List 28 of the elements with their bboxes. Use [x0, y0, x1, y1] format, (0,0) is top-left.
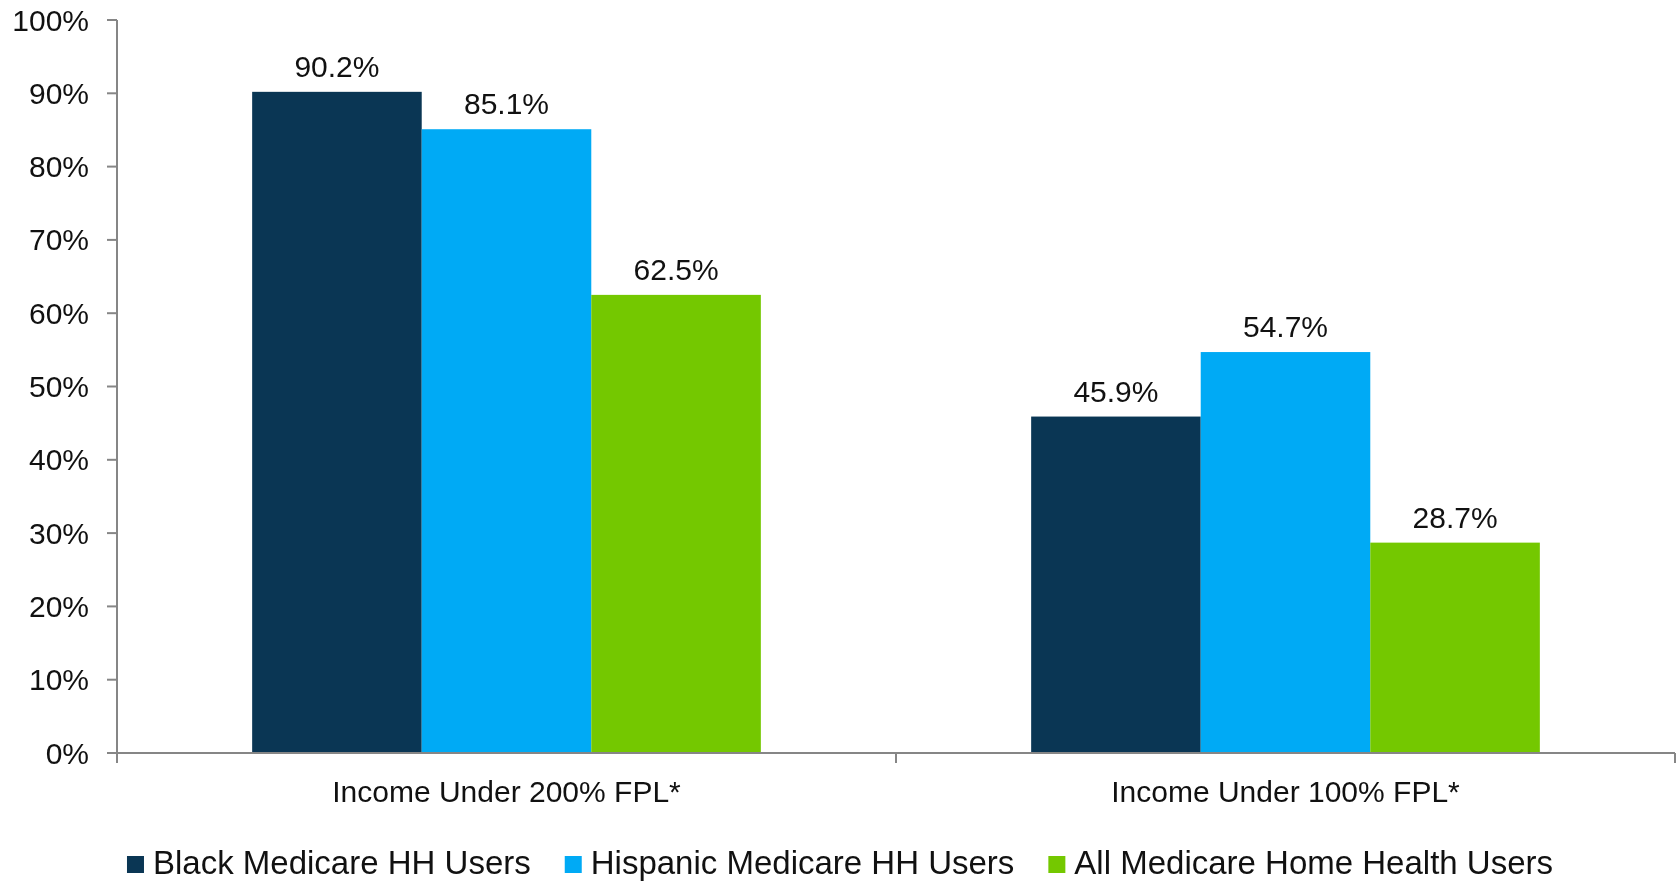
legend-label: Black Medicare HH Users — [152, 844, 531, 881]
x-tick-label: Income Under 100% FPL* — [1111, 775, 1461, 808]
y-tick-label: 80% — [28, 150, 89, 184]
y-tick-label: 50% — [28, 370, 89, 403]
data-label: 62.5% — [633, 252, 719, 286]
y-tick-label: 70% — [28, 223, 89, 257]
y-tick-label: 60% — [28, 296, 89, 330]
data-label: 54.7% — [1242, 310, 1329, 344]
y-tick-label: 20% — [28, 589, 89, 623]
data-label: 90.2% — [294, 49, 380, 83]
y-tick-label: 30% — [28, 516, 89, 550]
data-label: 85.1% — [463, 87, 550, 121]
y-tick-label: 10% — [28, 663, 89, 697]
bar — [591, 294, 761, 753]
x-tick-label: Income Under 200% FPL* — [332, 775, 682, 808]
data-label: 45.9% — [1073, 374, 1159, 408]
y-tick-label: 90% — [28, 76, 89, 110]
y-tick-label: 40% — [28, 443, 89, 477]
legend-label: Hispanic Medicare HH Users — [590, 844, 1015, 881]
data-label: 28.7% — [1412, 500, 1498, 534]
bar — [1370, 542, 1540, 753]
bar — [1200, 352, 1371, 753]
bar — [252, 91, 422, 753]
bar — [1031, 416, 1201, 753]
y-tick-label: 0% — [45, 736, 89, 770]
y-tick-label: 100% — [12, 3, 89, 37]
legend-label: All Medicare Home Health Users — [1074, 844, 1554, 881]
bar — [421, 129, 592, 753]
